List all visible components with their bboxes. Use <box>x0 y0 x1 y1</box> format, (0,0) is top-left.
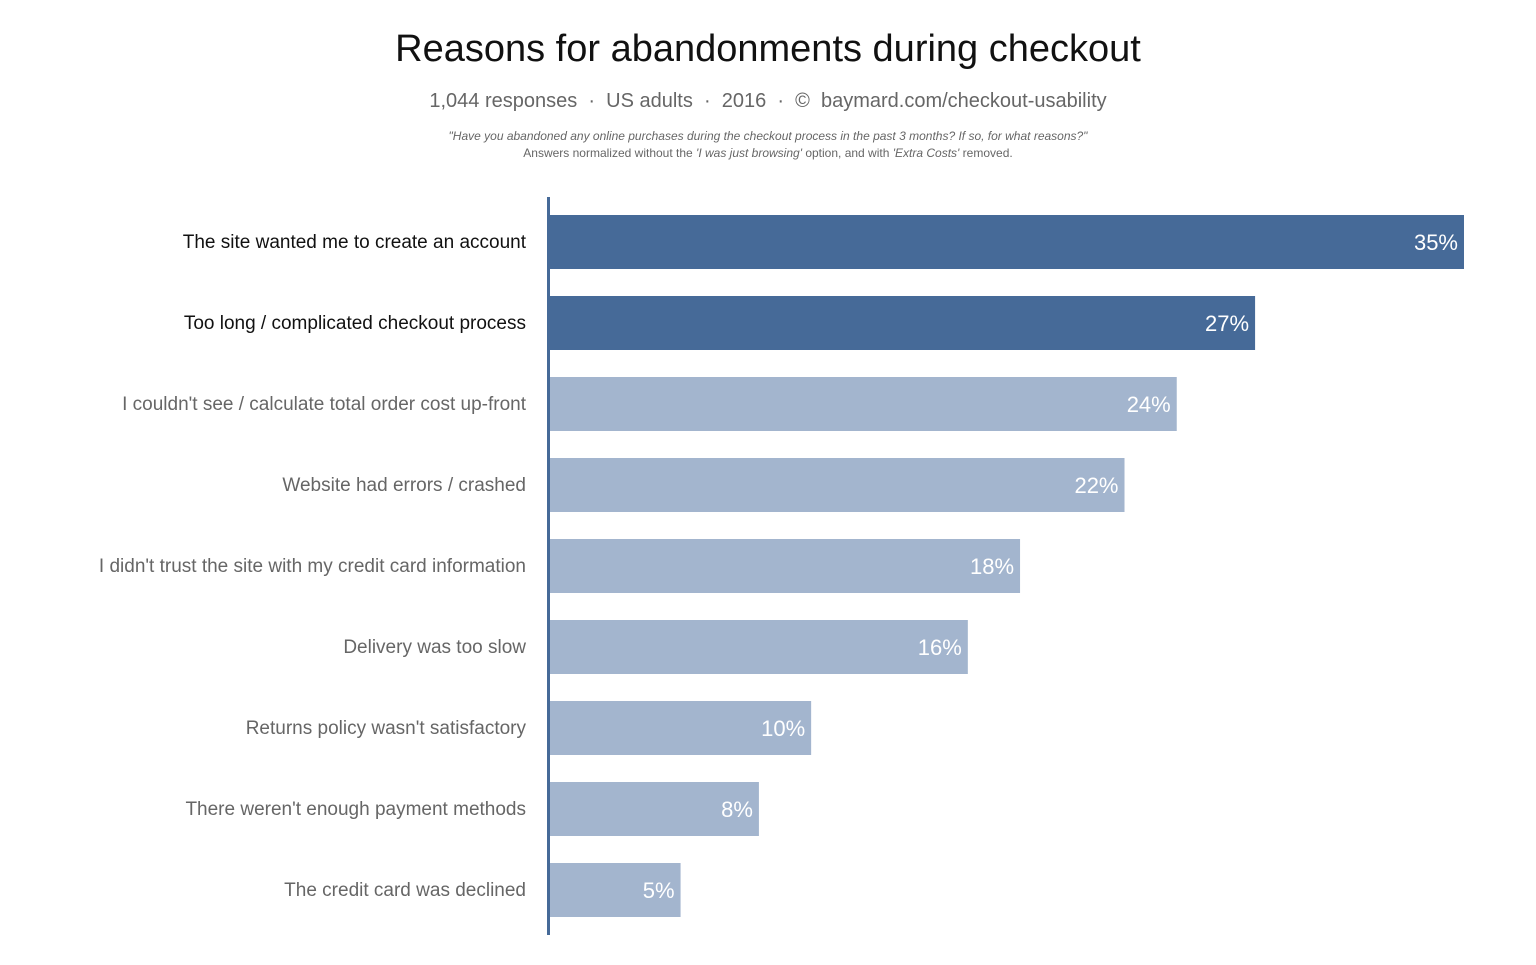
bar <box>550 296 1256 350</box>
category-label: Too long / complicated checkout process <box>184 313 526 334</box>
bar-value-label: 16% <box>918 635 962 660</box>
method-note-part: 'Extra Costs' <box>892 146 960 160</box>
bar <box>550 539 1021 593</box>
bar <box>550 377 1177 431</box>
category-label: Returns policy wasn't satisfactory <box>246 718 527 739</box>
method-note: Answers normalized without the 'I was ju… <box>0 146 1536 160</box>
method-note-part: Answers normalized without the <box>523 146 697 160</box>
category-label: I couldn't see / calculate total order c… <box>122 394 527 415</box>
category-label: I didn't trust the site with my credit c… <box>99 556 526 577</box>
category-label: Delivery was too slow <box>343 637 526 658</box>
method-note-part: option, and with <box>802 146 893 160</box>
chart-subtitle: 1,044 responses · US adults · 2016 · © b… <box>429 90 1107 112</box>
bar-value-label: 24% <box>1127 392 1171 417</box>
y-axis-line <box>547 197 550 935</box>
bar <box>550 620 968 674</box>
bar <box>550 215 1464 269</box>
bar <box>550 458 1125 512</box>
bar <box>550 863 681 917</box>
bar-value-label: 10% <box>761 716 805 741</box>
bar-value-label: 22% <box>1074 473 1118 498</box>
bar-value-label: 8% <box>721 797 753 822</box>
chart-title: Reasons for abandonments during checkout <box>395 28 1141 70</box>
category-label: There weren't enough payment methods <box>185 799 526 820</box>
category-label: The site wanted me to create an account <box>183 232 527 253</box>
survey-question-note: "Have you abandoned any online purchases… <box>448 129 1088 143</box>
bar-value-label: 5% <box>643 878 675 903</box>
bar <box>550 701 812 755</box>
bar-value-label: 27% <box>1205 311 1249 336</box>
category-label: Website had errors / crashed <box>282 475 526 496</box>
bar <box>550 782 759 836</box>
category-label: The credit card was declined <box>284 880 526 901</box>
bar-value-label: 18% <box>970 554 1014 579</box>
bar-value-label: 35% <box>1414 230 1458 255</box>
method-note-part: 'I was just browsing' <box>696 146 802 160</box>
method-note-part: removed. <box>959 146 1013 160</box>
